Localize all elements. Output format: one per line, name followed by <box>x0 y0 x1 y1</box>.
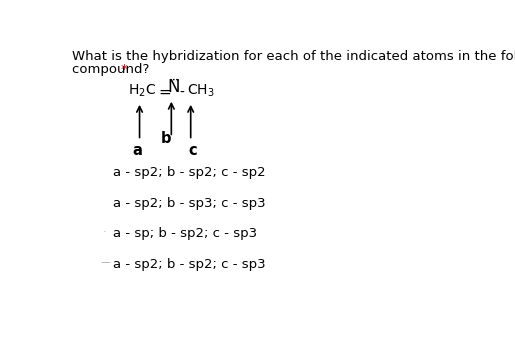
Text: -: - <box>180 86 185 100</box>
Text: N̈: N̈ <box>167 78 180 96</box>
Text: —: — <box>101 257 111 267</box>
Text: a - sp2; b - sp3; c - sp3: a - sp2; b - sp3; c - sp3 <box>113 197 266 209</box>
Text: .: . <box>103 224 107 234</box>
Text: =: = <box>158 84 171 100</box>
Text: a - sp2; b - sp2; c - sp2: a - sp2; b - sp2; c - sp2 <box>113 166 266 179</box>
Text: *: * <box>120 64 127 76</box>
Text: H$_2$C: H$_2$C <box>128 82 156 99</box>
Text: compound?: compound? <box>72 64 154 76</box>
Text: b: b <box>161 131 171 146</box>
Text: a: a <box>132 143 142 158</box>
Text: a - sp2; b - sp2; c - sp3: a - sp2; b - sp2; c - sp3 <box>113 258 266 271</box>
Text: c: c <box>188 143 197 158</box>
Text: a - sp; b - sp2; c - sp3: a - sp; b - sp2; c - sp3 <box>113 228 258 240</box>
Text: CH$_3$: CH$_3$ <box>187 82 214 99</box>
Text: What is the hybridization for each of the indicated atoms in the following: What is the hybridization for each of th… <box>72 50 515 63</box>
